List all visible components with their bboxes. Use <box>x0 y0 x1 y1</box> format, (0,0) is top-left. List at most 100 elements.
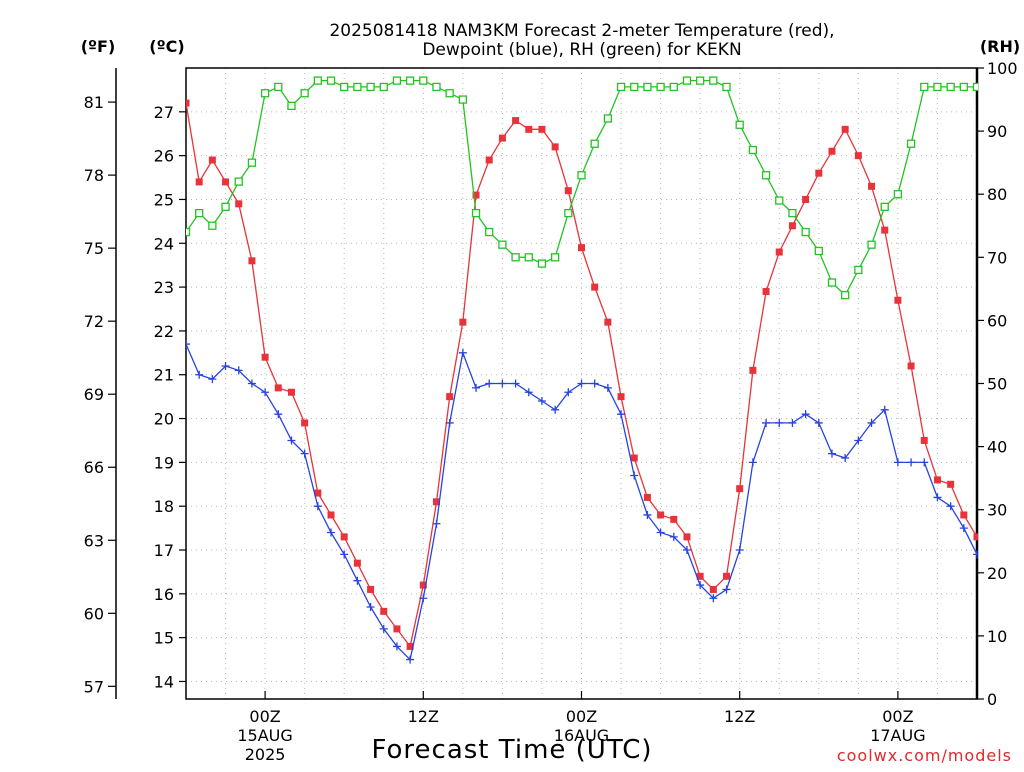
temperature-point <box>736 485 744 493</box>
dewpoint-point <box>643 510 652 519</box>
text-layer: 2025081418 NAM3KM Forecast 2-meter Tempe… <box>81 21 1020 765</box>
series-line <box>186 343 978 661</box>
celsius-tick-label: 14 <box>154 672 174 691</box>
temperature-point <box>709 585 717 593</box>
rh-point <box>880 202 889 211</box>
x-tick-label: 00Z <box>566 707 597 726</box>
dewpoint-point <box>406 655 415 664</box>
chart-subtitle: Dewpoint (blue), RH (green) for KEKN <box>422 40 741 60</box>
fahrenheit-tick-label: 60 <box>84 604 104 623</box>
x-tick-label: 12Z <box>408 707 439 726</box>
rh-point <box>920 82 929 92</box>
temperature-point <box>802 195 810 203</box>
temperature-point <box>538 125 546 133</box>
rh-point <box>775 196 784 205</box>
rh-point <box>893 190 903 199</box>
fahrenheit-tick-label: 63 <box>84 531 104 550</box>
dewpoint-point <box>327 528 336 537</box>
dewpoint-point <box>907 458 916 467</box>
dewpoint-point <box>577 379 586 388</box>
temperature-point <box>762 287 770 295</box>
temperature-point <box>406 642 414 650</box>
celsius-tick-label: 16 <box>154 585 174 604</box>
dewpoint-point <box>762 418 771 427</box>
temperature-point <box>208 156 216 164</box>
temperature-point <box>841 125 849 133</box>
temperature-point <box>235 200 243 208</box>
dewpoint-point <box>247 379 256 388</box>
dewpoint-point <box>485 379 494 388</box>
x-tick-date: 17AUG <box>870 726 925 745</box>
temperature-point <box>920 436 928 444</box>
axes: 14 15 16 17 18 19 20 21 22 23 24 25 26 27 57 60 63 66 69 72… <box>84 59 1018 764</box>
rh-point <box>748 145 758 155</box>
temperature-point <box>723 572 731 580</box>
temperature-point <box>301 419 309 427</box>
rh-point <box>906 139 916 148</box>
celsius-tick-label: 20 <box>154 410 174 429</box>
dewpoint-point <box>590 379 599 388</box>
temperature-point <box>327 511 335 519</box>
rh-point <box>353 82 362 92</box>
rh-tick-label: 70 <box>987 248 1007 267</box>
rh-point <box>788 208 797 218</box>
temperature-point <box>643 493 651 501</box>
rh-point <box>669 82 678 92</box>
dewpoint-point <box>814 418 823 427</box>
temperature-point <box>815 169 823 177</box>
series-1 <box>186 340 978 664</box>
temperature-point <box>960 511 968 519</box>
rh-point <box>867 240 876 249</box>
rh-point <box>471 208 481 218</box>
celsius-tick-label: 25 <box>154 190 174 209</box>
temperature-point <box>775 248 783 256</box>
temperature-point <box>683 533 691 541</box>
temperature-point <box>472 191 480 199</box>
celsius-tick-label: 19 <box>154 453 174 472</box>
temperature-point <box>670 515 678 523</box>
temperature-point <box>367 585 375 593</box>
x-axis-label: Forecast Time (UTC) <box>371 735 652 765</box>
temperature-point <box>578 244 585 252</box>
celsius-tick-label: 21 <box>154 366 174 385</box>
temperature-point <box>881 226 889 234</box>
dewpoint-point <box>801 410 810 419</box>
temperature-point <box>512 117 520 125</box>
dewpoint-point <box>313 502 322 511</box>
fahrenheit-tick-label: 57 <box>84 677 104 696</box>
temperature-point <box>485 156 493 164</box>
temperature-point <box>947 480 955 488</box>
temperature-point <box>551 143 559 151</box>
rh-point <box>379 82 388 92</box>
rh-point <box>234 177 243 186</box>
rh-point <box>458 95 468 104</box>
rh-point <box>643 82 652 92</box>
temperature-point <box>261 353 269 361</box>
rh-point <box>854 265 863 275</box>
fahrenheit-tick-label: 66 <box>84 458 104 477</box>
celsius-tick-label: 27 <box>154 103 174 122</box>
temperature-point <box>894 296 902 304</box>
rh-point <box>722 82 731 92</box>
temperature-point <box>933 476 941 484</box>
dewpoint-point <box>669 532 678 541</box>
dewpoint-point <box>973 550 978 559</box>
unit-label-celsius: (ºC) <box>149 37 184 56</box>
temperature-point <box>854 152 862 160</box>
dewpoint-point <box>551 405 560 414</box>
dewpoint-point <box>920 458 929 467</box>
dewpoint-point <box>379 624 388 633</box>
dewpoint-point <box>946 502 955 511</box>
temperature-point <box>630 454 638 462</box>
rh-tick-label: 40 <box>987 438 1007 457</box>
temperature-point <box>222 178 230 186</box>
celsius-tick-label: 23 <box>154 278 174 297</box>
temperature-point <box>696 572 704 580</box>
x-tick-year: 2025 <box>245 745 286 764</box>
temperature-point <box>459 318 467 326</box>
rh-point <box>550 253 560 262</box>
temperature-point <box>604 318 612 326</box>
data-series <box>186 76 978 664</box>
rh-tick-label: 80 <box>987 185 1007 204</box>
dewpoint-point <box>392 642 401 651</box>
